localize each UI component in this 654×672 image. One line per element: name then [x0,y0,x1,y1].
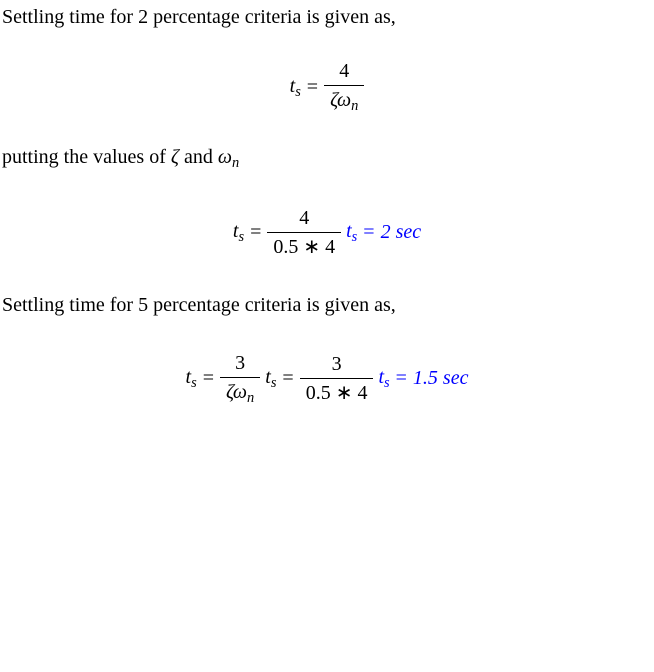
eq2a-fraction: 4 0.5 ∗ 4 [267,205,341,260]
eq2b-equals: = [363,219,374,245]
paragraph-3: Settling time for 5 percentage criteria … [2,292,652,318]
paragraph-2-pre: putting the values of [2,146,171,168]
eq3b-numerator: 3 [300,351,374,379]
document-content: Settling time for 2 percentage criteria … [0,0,654,419]
eq2a-denominator: 0.5 ∗ 4 [267,233,341,260]
paragraph-1-text: Settling time for 2 percentage criteria … [2,6,396,28]
eq3b-denominator: 0.5 ∗ 4 [300,379,374,406]
eq3a-omega-sub: n [247,390,254,406]
eq3b-sub: s [271,375,277,391]
eq2b-lhs: ts [346,218,357,247]
eq3b-equals: = [282,365,293,391]
equation-3c-line: ts = 1.5 sec [378,364,468,393]
eq3b-lhs: ts [265,364,276,393]
eq3a-sub: s [191,375,197,391]
eq3c-sub: s [384,375,390,391]
paragraph-2-mid: and [179,146,218,168]
paragraph-3-text: Settling time for 5 percentage criteria … [2,294,396,316]
eq3c-equals: = [396,365,407,391]
equation-3: ts = 3 ζωn ts = 3 0.5 ∗ 4 ts = [2,346,652,412]
eq3a-zeta: ζ [226,381,233,403]
equation-3b-line: ts = 3 0.5 ∗ 4 [265,351,373,406]
equation-2: ts = 4 0.5 ∗ 4 ts = 2 sec [2,201,652,264]
equation-2b-line: ts = 2 sec [346,218,421,247]
eq1-omega: ω [337,89,351,111]
eq3a-numerator: 3 [220,350,260,378]
eq2a-lhs: ts [233,218,244,247]
eq3b-fraction: 3 0.5 ∗ 4 [300,351,374,406]
paragraph-2-omega: ω [218,146,232,168]
eq1-fraction: 4 ζωn [324,58,364,116]
paragraph-2-omega-sub: n [232,155,239,171]
eq1-numerator: 4 [324,58,364,86]
equation-1: ts = 4 ζωn [2,58,652,116]
eq3a-omega: ω [233,381,247,403]
eq2a-numerator: 4 [267,205,341,233]
eq1-denominator: ζωn [324,86,364,116]
paragraph-2: putting the values of ζ and ωn [2,144,652,173]
eq3a-equals: = [203,365,214,391]
eq3a-denominator: ζωn [220,378,260,408]
eq1-omega-sub: n [351,98,358,114]
equation-1-line: ts = 4 ζωn [290,58,365,116]
eq3a-fraction: 3 ζωn [220,350,260,408]
eq2a-equals: = [250,219,261,245]
eq3c-rhs: 1.5 sec [413,365,469,391]
eq1-sub: s [295,84,301,100]
eq1-lhs: ts [290,73,301,102]
paragraph-1: Settling time for 2 percentage criteria … [2,4,652,30]
eq2b-rhs: 2 sec [381,219,422,245]
eq3a-lhs: ts [186,364,197,393]
eq1-equals: = [307,74,318,100]
equation-2a-line: ts = 4 0.5 ∗ 4 [233,205,341,260]
eq1-zeta: ζ [330,89,337,111]
equation-3a-line: ts = 3 ζωn [186,350,261,408]
paragraph-2-zeta: ζ [171,146,179,168]
eq2b-sub: s [352,229,358,245]
eq2a-sub: s [238,229,244,245]
eq3c-lhs: ts [378,364,389,393]
